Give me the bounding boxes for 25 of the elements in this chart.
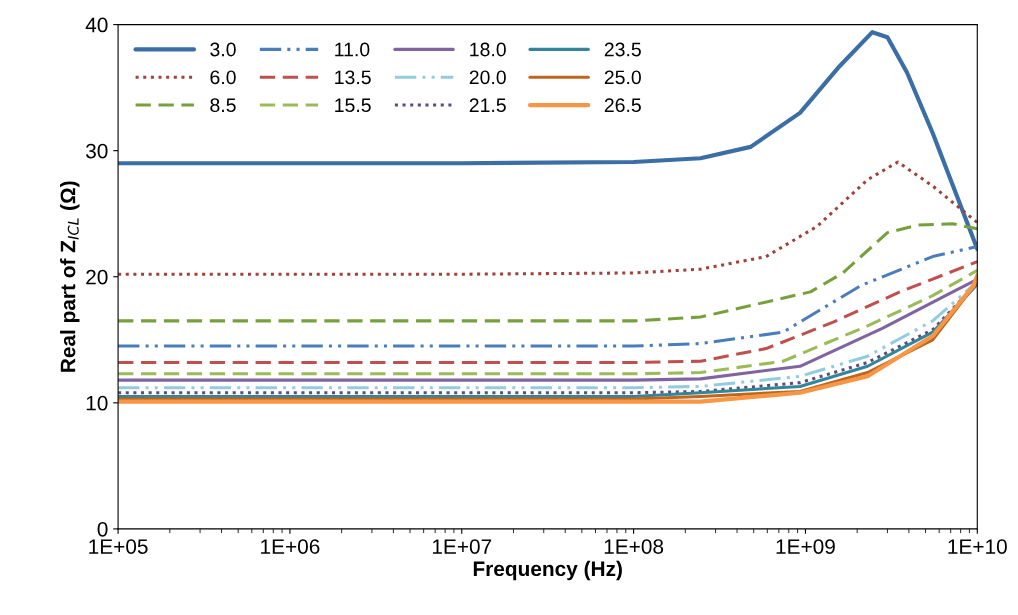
legend-label: 13.5 — [335, 70, 371, 85]
x-tick-label: 1E+08 — [604, 539, 664, 554]
x-tick-label: 1E+10 — [948, 539, 1007, 554]
legend-label: 8.5 — [210, 98, 236, 113]
y-tick-label: 10 — [86, 395, 108, 411]
legend-label: 26.5 — [604, 98, 641, 113]
legend-label: 18.0 — [470, 42, 506, 57]
y-tick-label: 20 — [86, 269, 108, 285]
legend-label: 6.0 — [210, 70, 236, 85]
legend-label: 21.5 — [469, 98, 506, 113]
legend-label: 11.0 — [335, 42, 370, 57]
legend-label: 3.0 — [210, 42, 236, 57]
legend-label: 20.0 — [469, 70, 506, 85]
legend-label: 15.5 — [335, 98, 371, 113]
y-tick-label: 40 — [85, 17, 108, 33]
y-tick-label: 0 — [97, 521, 108, 537]
x-tick-label: 1E+07 — [432, 539, 492, 554]
x-tick-label: 1E+05 — [89, 539, 148, 554]
y-axis-title: Real part of Z$_{ICL}$ (Ω) — [60, 181, 80, 372]
x-axis-title: Frequency (Hz) — [473, 560, 622, 581]
legend-label: 23.5 — [604, 42, 641, 57]
x-tick-label: 1E+06 — [261, 539, 320, 554]
x-tick-label: 1E+09 — [776, 539, 835, 554]
legend-label: 25.0 — [604, 70, 641, 85]
y-tick-label: 30 — [85, 143, 108, 159]
